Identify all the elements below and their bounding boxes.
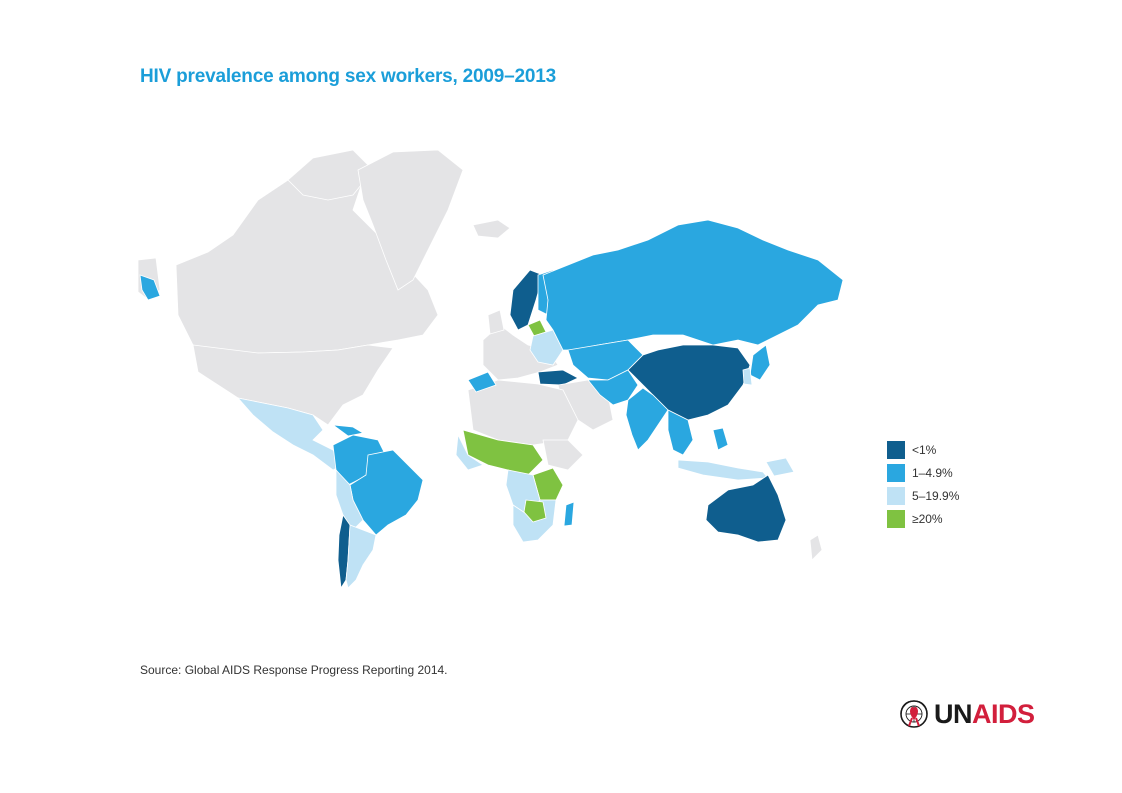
map-legend: <1% 1–4.9% 5–19.9% ≥20%: [887, 441, 997, 533]
unaids-logo: UN AIDS: [896, 696, 1035, 732]
legend-swatch: [887, 464, 905, 482]
region-caribbean: [331, 424, 365, 437]
legend-label: 5–19.9%: [912, 489, 960, 503]
region-alaska-tip: [139, 274, 161, 301]
region-russia: [542, 219, 844, 351]
region-west-africa-light: [455, 433, 484, 471]
region-indonesia: [677, 459, 769, 481]
legend-swatch: [887, 487, 905, 505]
region-horn-africa: [542, 439, 584, 471]
logo-wordmark: UN AIDS: [934, 699, 1035, 730]
region-united-states: [192, 344, 394, 426]
region-southeast-asia: [667, 409, 694, 456]
legend-item-lt1: <1%: [887, 441, 997, 459]
source-note: Source: Global AIDS Response Progress Re…: [140, 663, 448, 677]
region-europe-west: [482, 324, 559, 381]
region-argentina: [345, 524, 377, 589]
region-philippines: [712, 427, 729, 451]
legend-swatch: [887, 510, 905, 528]
region-australia: [705, 474, 787, 543]
region-iran-afghanistan: [587, 369, 639, 406]
legend-label: ≥20%: [912, 512, 943, 526]
region-new-zealand: [809, 534, 823, 561]
region-turkey: [537, 369, 579, 386]
region-andes: [335, 468, 364, 531]
logo-text-aids: AIDS: [972, 698, 1035, 729]
region-southern-africa-green: [523, 499, 547, 523]
legend-item-5-19.9: 5–19.9%: [887, 487, 997, 505]
region-korea: [742, 367, 753, 386]
region-uk: [487, 309, 505, 335]
legend-item-gte20: ≥20%: [887, 510, 997, 528]
un-emblem-icon: [900, 700, 928, 728]
region-china-mongolia: [627, 344, 751, 421]
region-norway-sweden: [509, 269, 544, 331]
legend-label: <1%: [912, 443, 937, 457]
legend-label: 1–4.9%: [912, 466, 953, 480]
legend-item-1-4.9: 1–4.9%: [887, 464, 997, 482]
region-iceland: [472, 219, 511, 239]
legend-swatch: [887, 441, 905, 459]
world-map: [138, 149, 844, 590]
logo-text-un: UN: [934, 698, 973, 729]
region-madagascar: [563, 501, 575, 527]
region-papua: [765, 457, 795, 477]
region-maghreb: [467, 371, 497, 393]
region-india: [625, 387, 669, 451]
map-title: HIV prevalence among sex workers, 2009–2…: [140, 66, 556, 87]
region-greenland: [357, 149, 464, 291]
region-north-africa: [467, 379, 579, 446]
region-japan: [749, 344, 771, 381]
